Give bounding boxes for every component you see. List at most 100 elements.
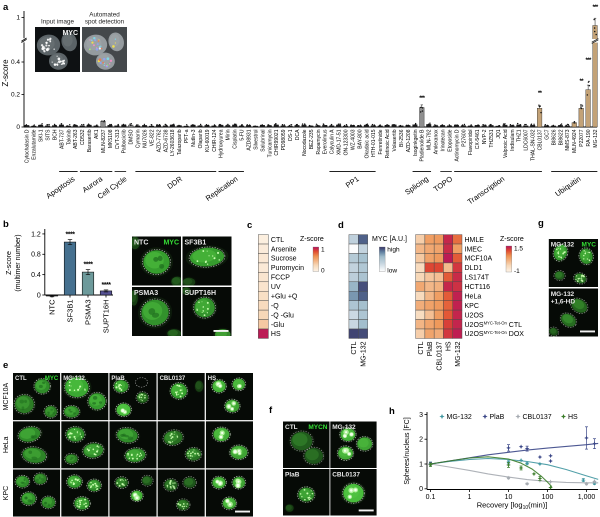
heatmap-row-label: HS <box>271 331 281 338</box>
punctum <box>581 274 583 276</box>
b-sig-SF3B1: **** <box>66 232 76 239</box>
spot <box>232 402 235 405</box>
a-x-tick-label: Silvestrol <box>253 130 259 150</box>
speckle <box>60 63 62 66</box>
cell-body-inner <box>299 488 311 499</box>
cell-body-inner <box>580 250 590 261</box>
heatmap-cell <box>443 272 453 283</box>
heatmap-cell <box>452 281 463 292</box>
a-dot <box>523 125 526 127</box>
cell-outline <box>175 498 191 512</box>
a-dot <box>213 125 215 127</box>
punctum <box>76 431 79 433</box>
a-x-tick-label: Talazoparib <box>177 129 183 155</box>
detected-spot <box>89 48 91 51</box>
punctum <box>67 433 70 436</box>
a-dot <box>345 124 348 126</box>
heatmap-cell <box>424 243 435 254</box>
legend-title: Z-score <box>300 236 324 243</box>
a-dot <box>33 124 35 126</box>
h-legend-label-CBL0137: CBL0137 <box>523 414 552 421</box>
heatmap-cell <box>433 300 444 311</box>
punctum <box>71 479 73 482</box>
punctum <box>127 454 129 456</box>
cell-outline <box>297 486 316 503</box>
heatmap-cell <box>415 243 426 254</box>
a-x-tick-label: ABT-263 <box>73 129 79 149</box>
a-x-tick-label: AZD8931 <box>246 129 252 150</box>
heatmap-cell <box>415 309 426 320</box>
heatmap-row-label: HeLa <box>465 293 482 300</box>
cell <box>162 477 180 493</box>
nucleolus <box>38 384 43 388</box>
cell <box>572 272 588 285</box>
cell <box>19 490 38 507</box>
punctum <box>84 505 87 508</box>
a-dot <box>315 123 318 125</box>
heatmap-cell <box>348 253 359 264</box>
spot <box>121 409 125 413</box>
heatmap-col-label: MG-132 <box>455 341 462 366</box>
e-micrograph-MCF10A-CBL0137: CBL0137 <box>157 373 205 421</box>
cell <box>80 441 106 460</box>
a-dot <box>151 125 153 127</box>
punctum <box>93 453 96 456</box>
detected-spot <box>109 59 113 63</box>
cell <box>212 327 232 336</box>
punctum <box>140 399 142 401</box>
a-dot <box>308 124 311 127</box>
a-dot <box>449 125 451 127</box>
punctum <box>168 482 170 484</box>
a-x-tick-label: BI8622 <box>558 129 564 145</box>
data-point-marker <box>537 461 543 467</box>
cell-outline <box>115 427 139 444</box>
a-x-tick-label: RA-190 <box>586 129 592 146</box>
a-dot <box>484 124 487 126</box>
heatmap-cell <box>452 253 463 264</box>
heatmap-cell <box>415 262 426 273</box>
a-dot <box>124 124 126 126</box>
panel-b-micrographs: NTC MYC SF3B1 PSMA3 SUPT16H <box>132 236 232 336</box>
punctum <box>585 251 587 253</box>
punctum <box>172 482 174 484</box>
g-micrograph-MG-132: MG-132 MYC <box>548 239 598 287</box>
a-dot <box>268 124 270 126</box>
heatmap-row-label: CTL <box>271 237 284 244</box>
panel-d-label: d <box>338 220 344 231</box>
a-x-tick-label: VE-822 <box>149 129 155 146</box>
a-x-tick-label: Isoginkgetin <box>413 129 419 156</box>
e-micrograph-MCF10A-HS: HS <box>205 373 253 421</box>
cell-halo <box>165 328 181 336</box>
cell-body-inner <box>67 428 81 439</box>
a-x-tick-label: Volasertib <box>392 129 398 151</box>
a-bar-SITS <box>45 125 51 128</box>
a-dot <box>539 105 541 107</box>
speckle <box>61 60 65 63</box>
data-point-marker <box>515 413 521 420</box>
cell <box>168 381 189 401</box>
a-dot <box>226 124 228 126</box>
heatmap-col-label: HS <box>446 341 453 351</box>
cell-halo <box>132 287 139 308</box>
b-x-tick-label: SUPT16H <box>102 300 111 334</box>
detected-spot <box>97 40 100 42</box>
heatmap-cell <box>358 291 368 301</box>
cell <box>32 472 49 486</box>
a-dot <box>296 123 298 126</box>
cell-body <box>114 380 129 393</box>
a-sig-MG-132: *** <box>592 5 598 11</box>
a-dot <box>205 124 208 126</box>
scale-bar <box>580 330 595 333</box>
cell-outline <box>578 247 594 265</box>
a-bar-ON-123300 <box>343 125 349 128</box>
micrograph-label: HS <box>208 376 216 382</box>
punctum <box>127 452 129 455</box>
punctum <box>144 396 146 399</box>
heatmap-cell <box>415 328 426 339</box>
a-x-tick-label: MK5108 <box>108 129 114 148</box>
cell-outline <box>211 379 227 394</box>
e-micrograph-HeLa-MG-132 <box>61 421 109 469</box>
micrograph-label: NTC <box>134 240 148 247</box>
heatmap-cell <box>443 328 453 339</box>
a-dot <box>83 123 85 126</box>
